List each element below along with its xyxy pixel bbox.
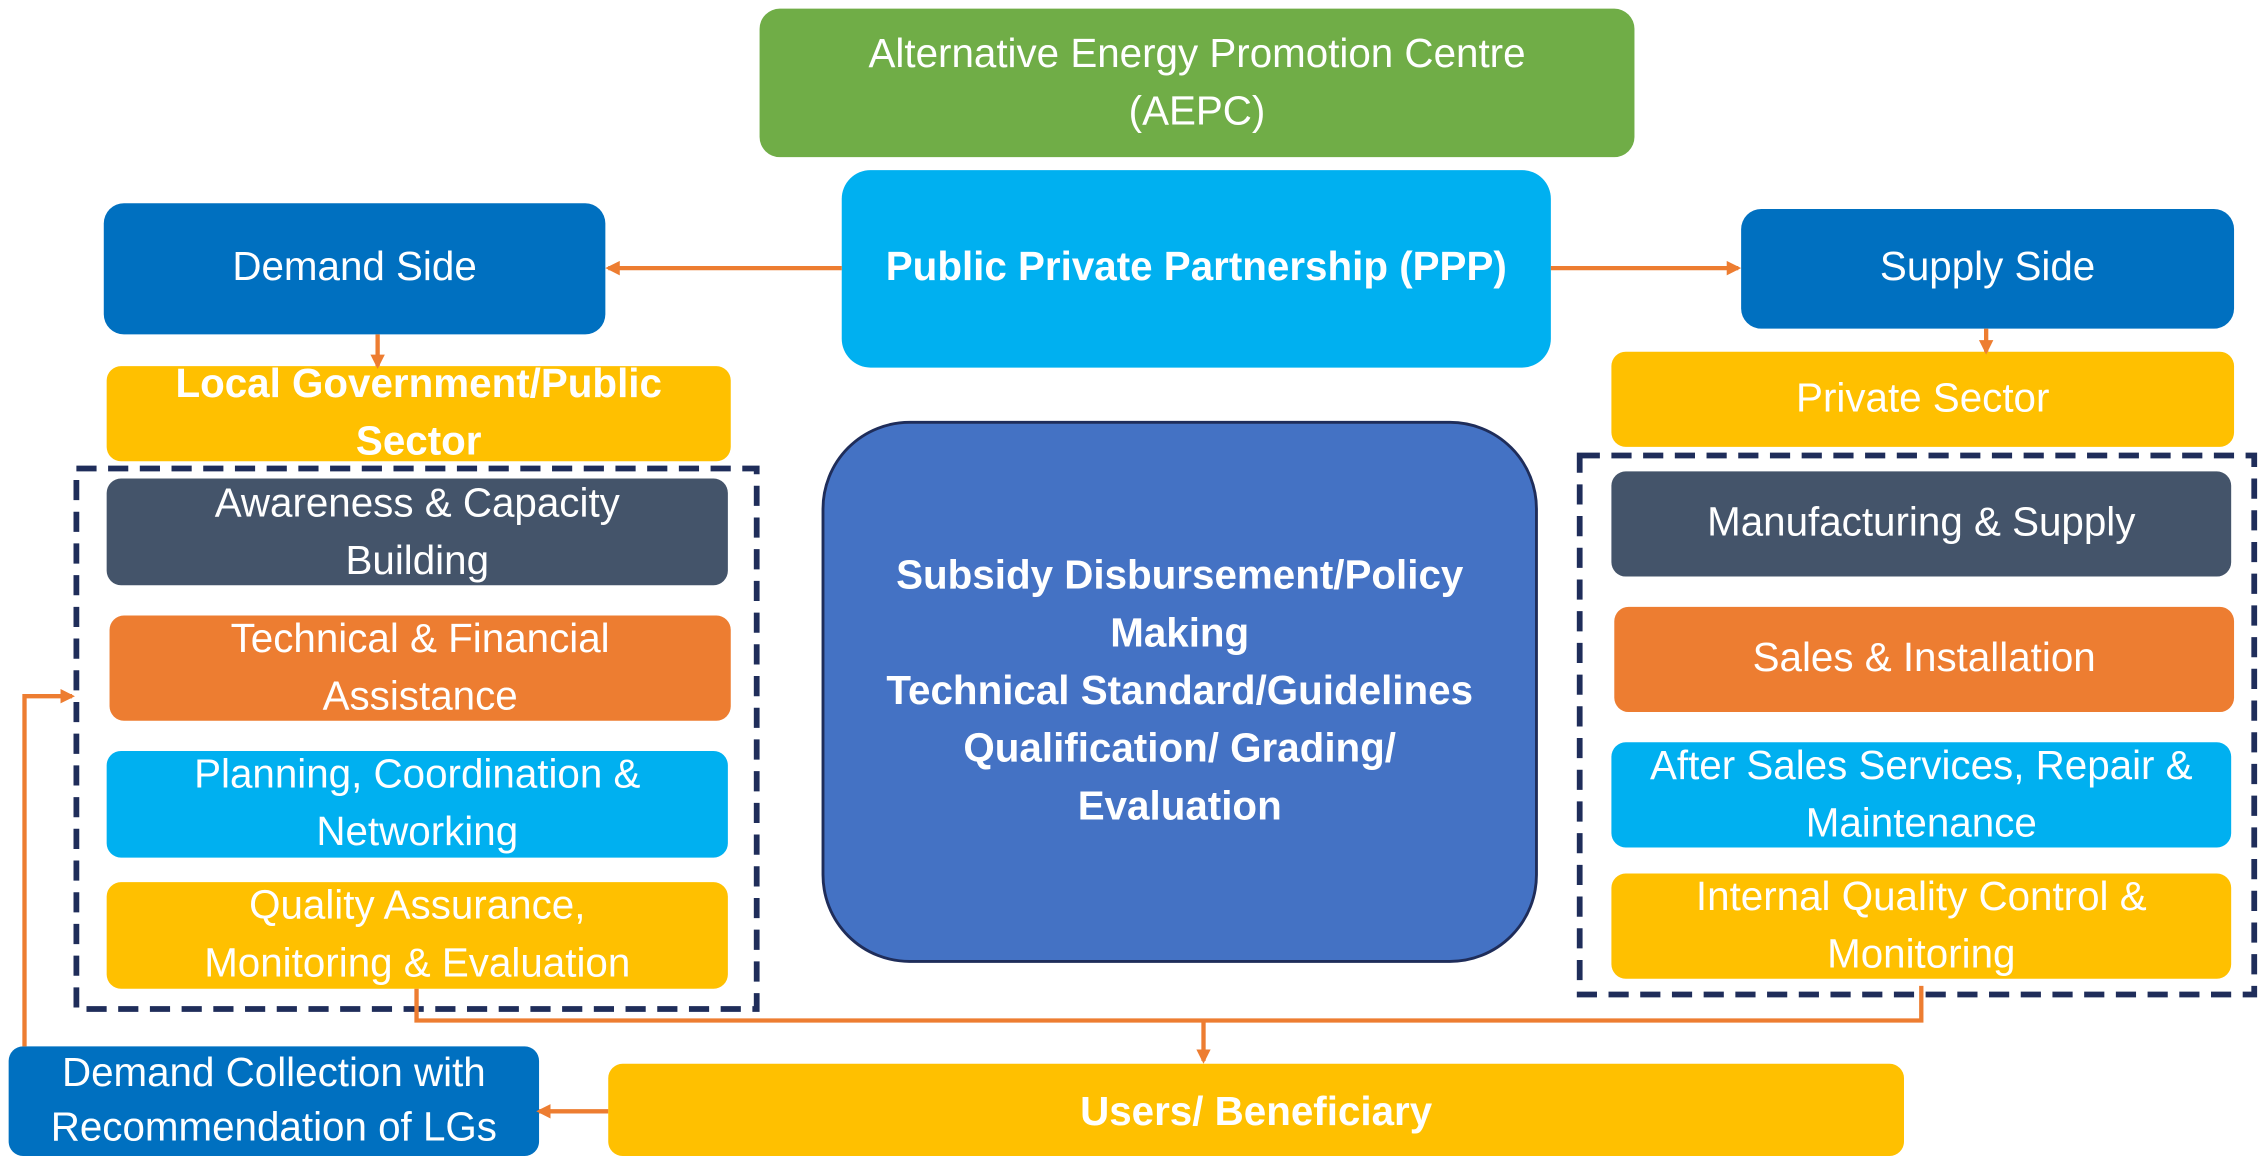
node-box	[1611, 742, 2232, 848]
node-label: Planning, Coordination &	[194, 751, 640, 797]
node-label: Manufacturing & Supply	[1707, 498, 2136, 544]
node: Planning, Coordination & Networking	[106, 750, 728, 858]
node: Internal Quality Control & Monitoring	[1611, 873, 2232, 979]
node-box	[1611, 873, 2232, 979]
node: Awareness & Capacity Building	[106, 478, 728, 586]
node-box	[841, 170, 1551, 368]
node: Alternative Energy Promotion Centre (AEPC…	[759, 8, 1635, 158]
node-label: Internal Quality Control &	[1696, 873, 2147, 919]
node-box	[109, 615, 731, 721]
node-box	[106, 478, 728, 586]
node: After Sales Services, Repair & Maintenanc…	[1611, 742, 2232, 848]
node-label: Networking	[316, 808, 518, 854]
node-box	[759, 8, 1635, 158]
node-label: Evaluation	[1078, 782, 1282, 828]
node-label: Sales & Installation	[1753, 634, 2096, 680]
node-box	[106, 366, 731, 462]
node-label: (AEPC)	[1129, 88, 1266, 134]
node-label: Monitoring & Evaluation	[204, 939, 630, 985]
node-box	[103, 203, 606, 335]
node-box	[106, 750, 728, 858]
node-box	[8, 1046, 540, 1156]
node-label: Supply Side	[1880, 243, 2095, 289]
node: Technical & Financial Assistance	[109, 615, 731, 721]
node-label: Public Private Partnership (PPP)	[886, 243, 1507, 289]
node-label: Monitoring	[1827, 931, 2015, 977]
node-label: Demand Side	[232, 243, 476, 289]
node: Public Private Partnership (PPP)	[841, 170, 1551, 368]
node-label: Subsidy Disbursement/Policy	[896, 552, 1464, 598]
node-label: Technical & Financial	[231, 615, 610, 661]
node-label: Qualification/ Grading/	[963, 725, 1396, 771]
node: Demand Collection with Recommendation of …	[8, 1046, 540, 1156]
node-box	[1614, 606, 2235, 713]
node-label: Quality Assurance,	[249, 882, 585, 928]
node: Supply Side	[1741, 209, 2235, 329]
node: Quality Assurance, Monitoring & Evaluatio…	[106, 882, 728, 989]
node-label: Maintenance	[1806, 800, 2037, 846]
node-label: Technical Standard/Guidelines	[886, 667, 1473, 713]
node-label: Assistance	[323, 673, 518, 719]
node-box	[106, 882, 728, 989]
node-label: Users/ Beneficiary	[1080, 1088, 1433, 1134]
node-label: Private Sector	[1796, 374, 2049, 420]
arrows	[22, 260, 1994, 1119]
node-label: Making	[1110, 609, 1249, 655]
node-label: Demand Collection with	[62, 1049, 486, 1095]
node-label: Local Government/Public	[175, 360, 661, 406]
node-label: Awareness & Capacity	[215, 480, 621, 526]
connector	[414, 985, 1924, 1023]
node-box	[608, 1063, 1904, 1156]
node-label: Sector	[356, 418, 482, 464]
node-box	[821, 420, 1538, 963]
node: Private Sector	[1611, 351, 2235, 447]
node-label: Alternative Energy Promotion Centre	[869, 30, 1526, 76]
node-box	[1611, 351, 2235, 447]
arrow	[22, 688, 75, 1047]
node: Manufacturing & Supply	[1611, 471, 2232, 577]
node-box	[1741, 209, 2235, 329]
supply-group	[1576, 452, 2258, 998]
node-label: Building	[345, 537, 489, 583]
node: Local Government/Public Sector	[106, 360, 731, 464]
node-label: After Sales Services, Repair &	[1650, 742, 2193, 788]
node: Sales & Installation	[1614, 606, 2235, 713]
node: Subsidy Disbursement/Policy Making Technic…	[821, 420, 1538, 963]
node: Users/ Beneficiary	[608, 1063, 1904, 1156]
node-box	[1611, 471, 2232, 577]
node-label: Recommendation of LGs	[51, 1104, 497, 1150]
node: Demand Side	[103, 203, 606, 335]
